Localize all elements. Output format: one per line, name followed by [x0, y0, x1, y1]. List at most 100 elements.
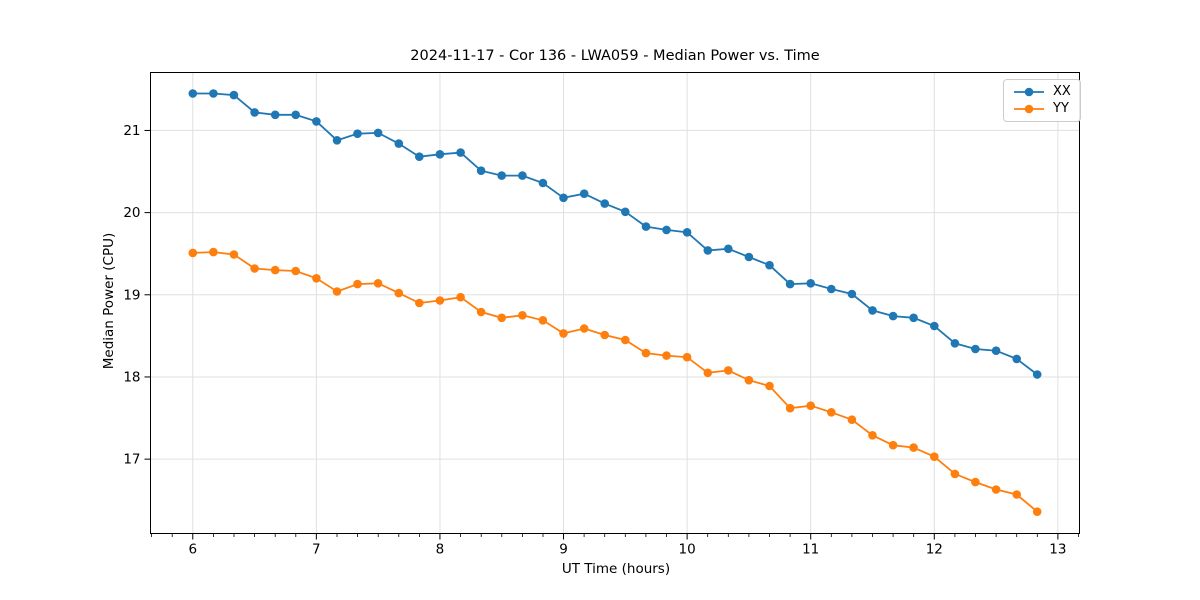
data-point	[497, 171, 507, 180]
series-markers-XX	[188, 89, 1042, 379]
data-point	[250, 108, 259, 117]
x-tick-label: 12	[926, 542, 943, 558]
y-tick-label: 21	[123, 123, 140, 139]
data-point	[538, 316, 548, 325]
data-point	[209, 89, 218, 98]
x-tick-label: 13	[1049, 542, 1066, 558]
data-point	[724, 244, 733, 254]
data-point	[229, 250, 239, 259]
data-point	[456, 292, 465, 302]
data-point	[353, 129, 362, 138]
data-point	[1012, 490, 1021, 499]
data-point	[332, 136, 342, 145]
data-point	[270, 110, 280, 120]
data-point	[765, 260, 774, 270]
data-point	[559, 329, 568, 338]
data-point	[312, 274, 321, 283]
data-point	[497, 313, 507, 323]
data-point	[724, 366, 733, 375]
data-point	[888, 440, 898, 450]
series-line-YY	[192, 251, 1038, 513]
data-point	[662, 225, 671, 235]
legend-item-yy: YY	[1012, 102, 1071, 116]
y-tick-label: 19	[123, 287, 140, 303]
data-point	[744, 375, 754, 385]
data-point	[682, 228, 692, 237]
data-point	[785, 403, 795, 413]
data-point	[971, 344, 980, 354]
data-point	[703, 368, 713, 378]
x-tick-label: 9	[559, 542, 568, 558]
data-point	[971, 477, 980, 487]
x-tick-label: 7	[312, 542, 321, 558]
data-point	[332, 287, 342, 296]
x-tick-label: 11	[802, 542, 819, 558]
data-point	[868, 306, 877, 315]
legend-line-marker-icon	[1014, 104, 1044, 114]
legend-label: YY	[1053, 101, 1069, 116]
data-point	[373, 128, 383, 138]
data-point	[847, 289, 857, 299]
data-point	[827, 284, 836, 294]
data-point	[600, 199, 609, 208]
data-point	[188, 89, 198, 98]
x-tick-label: 6	[188, 542, 197, 558]
data-point	[229, 90, 239, 100]
data-point	[621, 335, 630, 345]
data-point	[847, 415, 857, 425]
data-point	[827, 408, 836, 417]
data-point	[991, 346, 1001, 356]
data-point	[621, 207, 630, 217]
data-point	[641, 348, 651, 358]
data-point	[291, 266, 301, 276]
y-tick-label: 18	[123, 369, 140, 385]
x-axis-label: UT Time (hours)	[561, 561, 671, 577]
data-point	[476, 307, 486, 317]
data-point	[415, 152, 424, 161]
data-point	[312, 117, 321, 126]
data-point	[1012, 354, 1021, 364]
data-point	[682, 352, 692, 362]
data-point	[518, 171, 527, 180]
x-tick-label: 10	[679, 542, 696, 558]
y-tick-label: 17	[123, 452, 140, 468]
data-point	[435, 296, 445, 305]
x-tick-label: 8	[436, 542, 445, 558]
data-point	[435, 150, 445, 159]
data-point	[394, 139, 404, 148]
data-point	[930, 452, 939, 462]
data-point	[991, 485, 1001, 494]
series-markers-YY	[188, 247, 1042, 516]
data-point	[415, 298, 424, 308]
data-point	[744, 252, 754, 262]
data-point	[765, 381, 774, 391]
data-point	[950, 339, 960, 348]
data-point	[930, 321, 939, 331]
data-point	[662, 351, 671, 360]
data-point	[373, 279, 383, 288]
data-point	[888, 311, 898, 321]
data-point	[1032, 507, 1042, 516]
data-point	[250, 264, 259, 273]
data-point	[579, 189, 589, 198]
y-tick-label: 20	[123, 205, 140, 221]
data-point	[806, 401, 815, 411]
data-point	[950, 469, 960, 479]
data-point	[909, 313, 918, 323]
data-point	[579, 324, 589, 333]
data-point	[600, 330, 609, 340]
data-point	[270, 265, 280, 275]
data-point	[188, 248, 198, 258]
data-point	[868, 431, 877, 440]
chart-title: 2024-11-17 - Cor 136 - LWA059 - Median P…	[410, 48, 820, 64]
data-point	[806, 279, 815, 288]
data-point	[703, 246, 713, 255]
data-point	[209, 247, 218, 257]
data-point	[456, 148, 465, 157]
legend-label: XX	[1053, 84, 1071, 99]
data-point	[291, 110, 301, 120]
legend: XX YY	[1003, 79, 1081, 122]
data-point	[476, 166, 486, 175]
data-point	[538, 178, 548, 188]
